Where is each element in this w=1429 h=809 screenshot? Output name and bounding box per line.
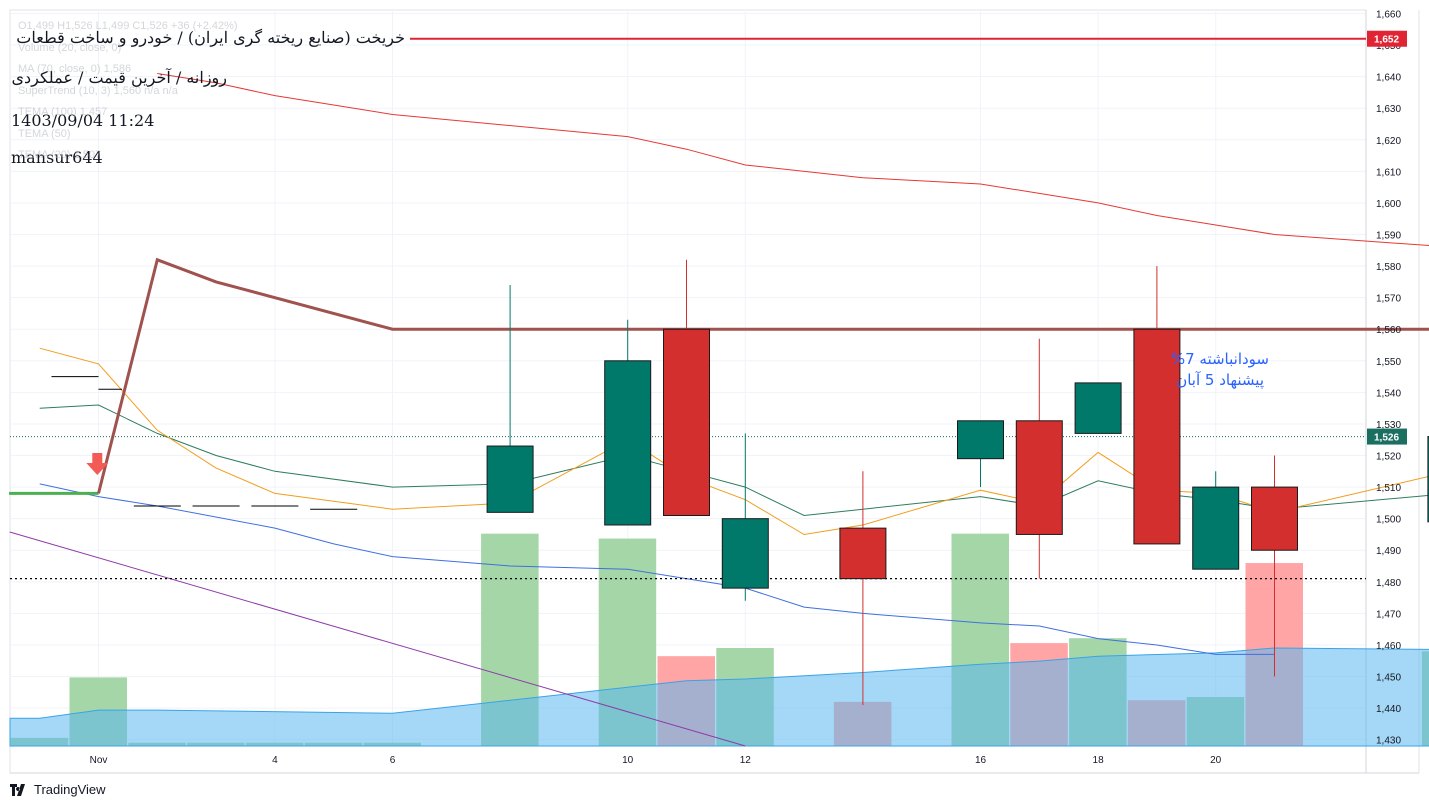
time-tick-label: 4	[272, 755, 278, 766]
last-price-badge	[1367, 428, 1407, 445]
candle-body	[604, 360, 652, 526]
price-tick-label: 1,660	[1376, 9, 1401, 20]
time-tick-label: 10	[622, 755, 634, 766]
legend-supertrend: SuperTrend (10, 3) 1,560 n/a n/a	[18, 84, 178, 97]
price-tick-label: 1,430	[1376, 736, 1401, 747]
candle-body	[839, 527, 887, 580]
price-tick-label: 1,610	[1376, 167, 1401, 178]
candle	[839, 471, 887, 705]
price-tick-label: 1,460	[1376, 641, 1401, 652]
price-tick-label: 1,570	[1376, 294, 1401, 305]
price-tick-label: 1,480	[1376, 578, 1401, 589]
price-tick-label: 1,560	[1376, 325, 1401, 336]
last-price-label: 1,526	[1374, 433, 1399, 444]
candle	[1074, 382, 1122, 434]
price-axis: 1,430 1,440 1,450 1,460 1,470 1,480 1,490 1,500…	[1376, 9, 1401, 746]
candle-body	[1192, 486, 1240, 570]
candle	[1015, 338, 1063, 579]
author-name: mansur644	[11, 148, 103, 167]
time-tick-label: 12	[740, 755, 752, 766]
time-axis: Nov4610121618202426Dec	[90, 755, 1222, 766]
legend-tema-100: TEMA (100) 1,457	[18, 106, 108, 118]
price-tick-label: 1,550	[1376, 357, 1401, 368]
price-tick-label: 1,590	[1376, 230, 1401, 241]
price-tick-label: 1,500	[1376, 515, 1401, 526]
candle-body	[663, 328, 710, 517]
price-tick-label: 1,630	[1376, 104, 1401, 115]
candle-body	[1133, 328, 1181, 545]
candle	[1192, 471, 1240, 570]
indicator-legend: O1,499 H1,526 L1,499 C1,526 +36 (+2.42%)…	[18, 16, 238, 167]
price-tick-label: 1,540	[1376, 388, 1401, 399]
trend-dashes	[51, 376, 358, 510]
candle	[486, 285, 534, 513]
candle	[663, 259, 710, 517]
price-tick-label: 1,510	[1376, 483, 1401, 494]
legend-ma: MA (70, close, 0) 1,586	[18, 63, 132, 75]
supertrend-line	[97, 257, 1429, 494]
price-tick-label: 1,470	[1376, 609, 1401, 620]
price-tick-label: 1,640	[1376, 73, 1401, 84]
price-tick-label: 1,620	[1376, 136, 1401, 147]
legend-ohlc: O1,499 H1,526 L1,499 C1,526 +36 (+2.42%)	[18, 20, 238, 32]
price-tick-label: 1,520	[1376, 452, 1401, 463]
candle-body	[1074, 382, 1122, 434]
tradingview-logo[interactable]: TradingView	[10, 782, 106, 797]
candle	[957, 420, 1004, 488]
annotation-profit: سودانباشته 7%	[1170, 350, 1269, 368]
candle	[1251, 455, 1298, 677]
price-tick-label: 1,450	[1376, 673, 1401, 684]
legend-tema-20: TEMA (20) 1,507	[18, 149, 102, 161]
candle-body	[1015, 420, 1063, 535]
price-tick-label: 1,530	[1376, 420, 1401, 431]
ref-price-label: 1,652	[1374, 35, 1399, 46]
candles	[486, 259, 1429, 705]
sell-arrow-icon	[86, 452, 109, 475]
time-tick-label: 20	[1210, 755, 1222, 766]
candle	[721, 433, 769, 601]
time-tick-label: 6	[390, 755, 396, 766]
price-tick-label: 1,440	[1376, 704, 1401, 715]
price-tick-label: 1,600	[1376, 199, 1401, 210]
candle	[1133, 266, 1181, 545]
candle	[1427, 436, 1429, 523]
time-tick-label: 18	[1093, 755, 1105, 766]
legend-tema-50: TEMA (50)	[18, 127, 71, 140]
legend-volume: Volume (20, close, 0)	[18, 41, 122, 54]
chart-datetime: 1403/09/04 11:24	[11, 111, 155, 130]
time-tick-label: 16	[975, 755, 987, 766]
candle-body	[1427, 436, 1429, 523]
candle-body	[721, 518, 769, 589]
chart-title: خریخت (صنایع ریخته گری ایران) / خودرو و …	[16, 28, 405, 47]
price-tick-label: 1,580	[1376, 262, 1401, 273]
candle	[604, 319, 652, 526]
ref-price-badge	[1367, 30, 1407, 47]
candle-body	[1251, 486, 1298, 551]
volume-ma-area	[9, 647, 1429, 747]
chart-subtitle: روزانه / آخرین قیمت / عملکردی	[11, 68, 227, 87]
tradingview-icon	[10, 783, 25, 796]
trendline-purple	[9, 531, 746, 747]
brand-name: TradingView	[34, 782, 106, 797]
candle-body	[486, 445, 534, 513]
price-tick-label: 1,490	[1376, 546, 1401, 557]
time-tick-label: Nov	[90, 755, 108, 766]
candle-body	[957, 420, 1004, 460]
ma-70-line	[157, 73, 1429, 247]
annotation-suggestion: پیشنهاد 5 آبان	[1176, 371, 1264, 389]
